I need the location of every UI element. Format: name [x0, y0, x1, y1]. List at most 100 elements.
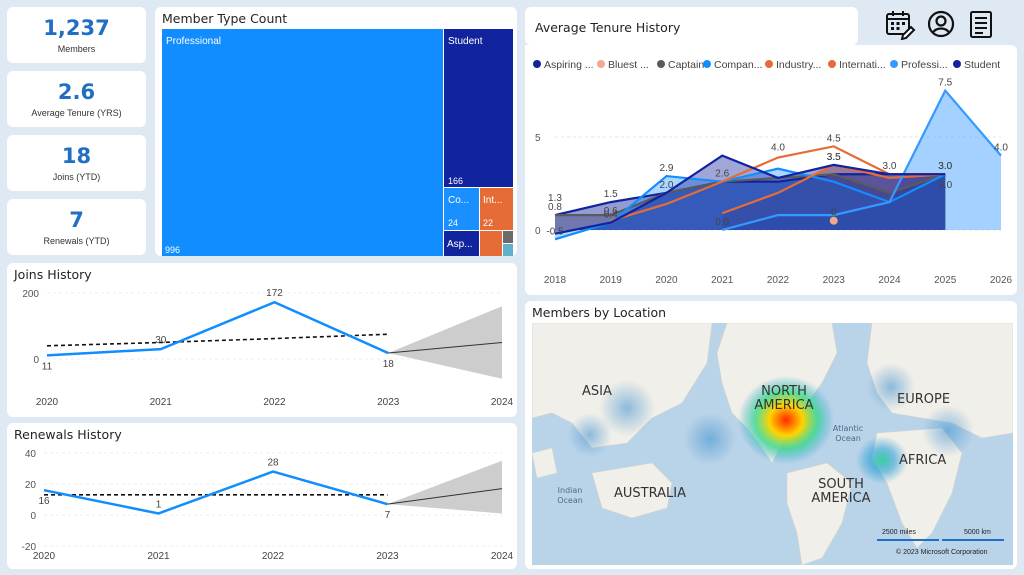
legend-label: Bluest ...	[608, 59, 649, 71]
series-line	[554, 173, 946, 217]
treemap-label-companion: Co...	[448, 195, 469, 206]
treemap-tile-small-2[interactable]	[503, 231, 513, 243]
calendar-icon[interactable]	[884, 8, 916, 41]
treemap-title: Member Type Count	[162, 11, 288, 26]
renewals-title: Renewals History	[14, 427, 122, 442]
data-label: 4.0	[771, 143, 785, 154]
x-tick-label: 2023	[377, 397, 400, 408]
heat-hotspot-north-america	[738, 376, 834, 464]
legend-marker	[657, 60, 665, 68]
forecast-band	[388, 306, 502, 379]
data-label: 172	[266, 288, 283, 299]
joins-history-card: Joins History 0 200 11 30 172 18 2020 2021 2022 2…	[7, 263, 517, 417]
legend-marker	[597, 60, 605, 68]
kpi-joins-card: 18 Joins (YTD)	[7, 135, 146, 191]
kpi-renewals-card: 7 Renewals (YTD)	[7, 199, 146, 255]
x-tick-label: 2024	[491, 397, 514, 408]
map-label-south-america: SOUTH AMERICA	[811, 477, 871, 506]
data-label: 3.5	[827, 152, 841, 163]
treemap-tile-aspiring[interactable]	[444, 231, 479, 256]
map-label-europe: EUROPE	[897, 392, 951, 407]
kpi-members-card: 1,237 Members	[7, 7, 146, 63]
kpi-label: Joins (YTD)	[52, 172, 101, 182]
legend-label: Student	[964, 59, 1000, 71]
x-tick-label: 2023	[823, 275, 846, 286]
data-label: 0.4	[604, 210, 618, 221]
kpi-label: Renewals (YTD)	[43, 236, 110, 246]
map-scale-bar-km	[942, 539, 1004, 541]
treemap-tile-international[interactable]	[480, 188, 513, 230]
map-label-australia: AUSTRALIA	[614, 486, 686, 501]
kpi-tenure-card: 2.6 Average Tenure (YRS)	[7, 71, 146, 127]
map-scale-miles: 2500 miles	[882, 529, 916, 536]
y-tick-label: 20	[25, 480, 37, 491]
members-map-card: Members by Location	[525, 301, 1017, 569]
data-label: 0	[831, 208, 837, 219]
series-line	[555, 173, 946, 217]
x-tick-label: 2019	[600, 275, 623, 286]
legend-label: Internati...	[839, 59, 886, 71]
document-icon[interactable]	[966, 8, 998, 40]
tenure-title: Average Tenure History	[535, 20, 681, 35]
treemap-tiles: Professional 996 Student 166 Co... 24 In…	[162, 29, 513, 256]
data-label: 0.8	[548, 202, 562, 213]
data-label: 3.0	[938, 161, 952, 172]
data-label: 16	[38, 496, 50, 507]
member-type-treemap-card: Member Type Count Professional 996 Stude…	[155, 7, 517, 256]
y-tick-label: -20	[22, 542, 37, 553]
heat-blob-europe-west	[867, 363, 915, 411]
x-tick-label: 2020	[36, 397, 59, 408]
trend-line	[46, 333, 389, 347]
treemap-label-professional: Professional	[166, 36, 221, 47]
data-label: 3.0	[938, 161, 952, 172]
map-label-asia: ASIA	[582, 384, 612, 399]
y-tick-label: 0	[30, 511, 36, 522]
data-label: 28	[267, 458, 279, 469]
x-tick-label: 2020	[655, 275, 678, 286]
legend-marker	[890, 60, 898, 68]
data-label: 7.5	[938, 78, 952, 89]
x-tick-label: 2022	[263, 397, 286, 408]
series-line	[721, 88, 1002, 232]
y-tick-label: 40	[25, 449, 37, 460]
data-label: 30	[155, 335, 167, 346]
renewals-history-card: Renewals History -20 0 20 40 16 1 28 7 2020 2021 2…	[7, 423, 517, 569]
legend-marker	[703, 60, 711, 68]
map-canvas[interactable]: ASIA NORTH AMERICA EUROPE Atlantic Ocean…	[532, 323, 1013, 565]
treemap-tile-professional[interactable]	[162, 29, 443, 256]
series-line	[554, 154, 946, 235]
treemap-tile-companion[interactable]	[444, 188, 479, 230]
legend-marker	[828, 60, 836, 68]
map-scale-bar-miles	[877, 539, 939, 541]
heat-blob-pacific	[684, 413, 736, 465]
series-area	[722, 164, 946, 230]
landmass-islands	[532, 447, 558, 479]
heat-blob-europe-east	[922, 405, 974, 457]
treemap-label-international: Int...	[483, 195, 502, 206]
treemap-value-international: 22	[483, 218, 493, 228]
heat-blob-asia-south	[568, 413, 612, 457]
tenure-series	[554, 88, 1002, 241]
treemap-label-aspiring: Asp...	[447, 239, 473, 250]
tenure-chart: Aspiring ... Bluest ... Captain Compan... In…	[533, 59, 1013, 286]
x-tick-label: 2021	[150, 397, 173, 408]
map-scale-km: 5000 km	[964, 529, 991, 536]
treemap-tile-small-3[interactable]	[503, 244, 513, 256]
user-profile-icon[interactable]	[925, 8, 957, 40]
series-line	[554, 167, 946, 241]
treemap-tile-student[interactable]	[444, 29, 513, 187]
x-tick-label: 2023	[376, 551, 399, 562]
series-point	[829, 216, 838, 225]
data-label: 1.3	[548, 193, 562, 204]
tenure-chart-card: Aspiring ... Bluest ... Captain Compan... In…	[525, 45, 1017, 295]
heat-blob-asia	[599, 380, 655, 436]
map-label-indian-ocean: Indian Ocean	[557, 486, 583, 505]
legend-marker	[533, 60, 541, 68]
treemap-tile-small-1[interactable]	[480, 231, 502, 256]
series-line	[46, 300, 389, 357]
tenure-title-card: Average Tenure History	[525, 7, 858, 45]
legend-marker	[765, 60, 773, 68]
renewals-chart: -20 0 20 40 16 1 28 7 2020 2021 2022 2023 2024	[22, 449, 514, 562]
data-label: 0.6	[604, 206, 618, 217]
x-tick-label: 2022	[262, 551, 285, 562]
